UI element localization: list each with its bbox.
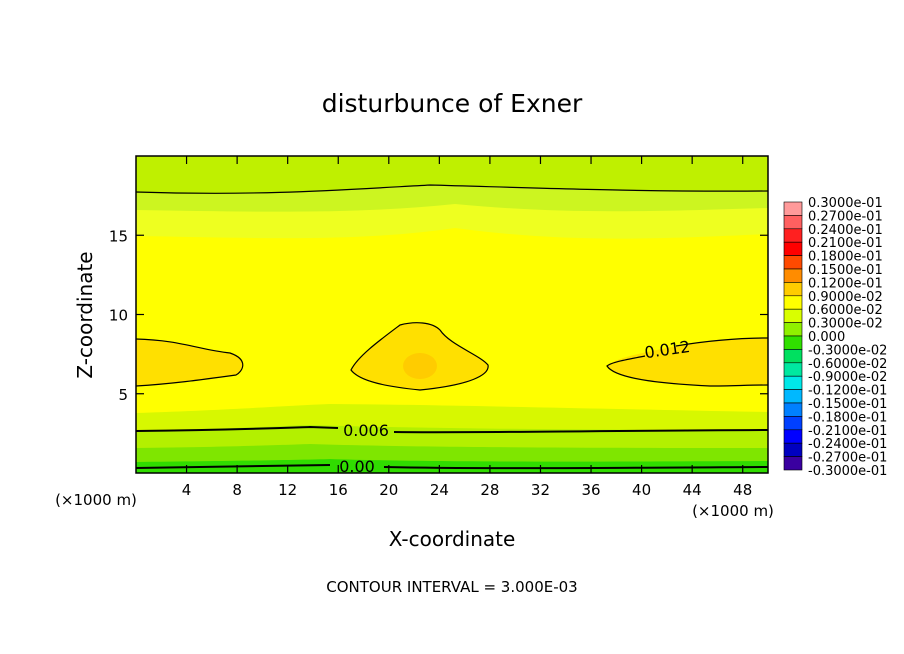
colorbar-swatch [783, 295, 803, 310]
x-tick-label: 28 [480, 481, 499, 499]
colorbar-level-label: 0.2700e-01 [808, 209, 883, 224]
colorbar-level-label: 0.000 [808, 330, 845, 345]
contour-line-0.000 [136, 464, 768, 470]
colorbar-swatch [783, 268, 803, 283]
colorbar-level-label: -0.1500e-01 [808, 397, 887, 412]
colorbar-level-label: 0.1200e-01 [808, 276, 883, 291]
blob-left-0.012 [136, 339, 243, 386]
colorbar-swatch [783, 416, 803, 431]
contour-line-center-0.012 [350, 322, 489, 391]
colorbar-swatch [783, 362, 803, 377]
colorbar-level-label: 0.2400e-01 [808, 223, 883, 238]
colorbar-level-label: 0.1500e-01 [808, 263, 883, 278]
contour-line-0.006 [136, 425, 768, 434]
contour-interval-footer: CONTOUR INTERVAL = 3.000E-03 [326, 578, 577, 596]
x-tick-label: 36 [581, 481, 600, 499]
contour-line-right-0.012 [606, 337, 768, 387]
colorbar-level-label: 0.9000e-02 [808, 290, 883, 305]
contour-line-left-0.012 [136, 338, 244, 387]
chart-title: disturbunce of Exner [322, 89, 583, 118]
x-tick-label: 8 [232, 481, 242, 499]
colorbar-swatch [783, 215, 803, 230]
contour-lines [136, 184, 768, 470]
x-tick-label: 20 [379, 481, 398, 499]
x-tick-label: 32 [531, 481, 550, 499]
x-unit-left: (×1000 m) [55, 491, 137, 509]
colorbar-swatch [783, 228, 803, 243]
colorbar-swatch [783, 375, 803, 390]
x-axis-label: X-coordinate [389, 527, 516, 551]
x-tick-label: 24 [430, 481, 449, 499]
colorbar-swatch [783, 402, 803, 417]
x-tick-label: 48 [733, 481, 752, 499]
colorbar-level-label: -0.3000e-02 [808, 343, 887, 358]
colorbar-level-label: -0.2700e-01 [808, 451, 887, 466]
colorbar-swatch [783, 456, 803, 471]
colorbar-level-label: -0.6000e-02 [808, 357, 887, 372]
y-axis-label: Z-coordinate [73, 251, 97, 378]
colorbar-level-label: -0.2400e-01 [808, 437, 887, 452]
contour-field: 0.012 0.006 0.00 [136, 156, 768, 476]
colorbar-swatch [783, 349, 803, 364]
colorbar-swatch [783, 201, 803, 216]
colorbar-level-label: -0.9000e-02 [808, 370, 887, 385]
band-upper-0.003 [136, 156, 768, 194]
colorbar-level-label: 0.6000e-02 [808, 303, 883, 318]
x-tick-label: 40 [632, 481, 651, 499]
x-tick-label: 12 [278, 481, 297, 499]
colorbar-swatch [783, 335, 803, 350]
colorbar-level-label: -0.1200e-01 [808, 384, 887, 399]
contour-label-0.00: 0.00 [339, 457, 375, 476]
colorbar-swatch [783, 308, 803, 323]
x-tick-label: 44 [683, 481, 702, 499]
colorbar-level-label: -0.2100e-01 [808, 424, 887, 439]
colorbar-swatch [783, 322, 803, 337]
colorbar-level-label: 0.3000e-02 [808, 317, 883, 332]
colorbar-swatch [783, 241, 803, 256]
y-tick-label: 10 [109, 307, 128, 325]
colorbar-swatch [783, 442, 803, 457]
colorbar-swatch [783, 282, 803, 297]
contour-line-upper [136, 184, 768, 194]
colorbar-level-label: -0.1800e-01 [808, 410, 887, 425]
colorbar-level-label: 0.2100e-01 [808, 236, 883, 251]
colorbar-swatch [783, 429, 803, 444]
colorbar: 0.3000e-010.2700e-010.2400e-010.2100e-01… [783, 196, 887, 479]
contour-label-0.006: 0.006 [343, 421, 389, 440]
band-lower-0.000 [136, 459, 768, 473]
colorbar-swatch [783, 389, 803, 404]
colorbar-level-label: -0.3000e-01 [808, 464, 887, 479]
colorbar-level-label: 0.1800e-01 [808, 250, 883, 265]
x-unit-right: (×1000 m) [692, 502, 774, 520]
blob-right-0.012 [607, 338, 768, 386]
x-tick-label: 16 [329, 481, 348, 499]
x-axis: 4 8 12 16 20 24 28 32 36 40 44 48 [182, 156, 752, 499]
y-axis: 5 10 15 [109, 227, 768, 404]
y-tick-label: 15 [109, 227, 128, 245]
x-tick-label: 4 [182, 481, 192, 499]
y-tick-label: 5 [118, 386, 128, 404]
blob-center-core [403, 353, 437, 379]
colorbar-level-label: 0.3000e-01 [808, 196, 883, 211]
colorbar-swatch [783, 255, 803, 270]
